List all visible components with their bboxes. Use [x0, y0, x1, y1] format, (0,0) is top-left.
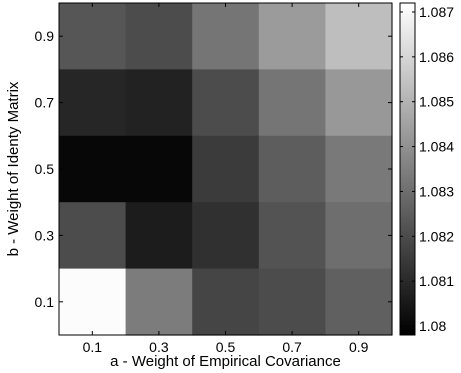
y-axis-label: b - Weight of Identy Matrix — [5, 81, 22, 256]
heatmap-cell — [325, 3, 393, 70]
heatmap-cell — [125, 135, 193, 203]
heatmap-cell — [125, 69, 193, 137]
heatmap-cell — [59, 3, 127, 70]
heatmap-cell — [192, 268, 260, 336]
heatmap-cell — [192, 3, 260, 70]
colorbar-tick-label: 1.084 — [419, 139, 454, 155]
heatmap-cell — [59, 69, 127, 137]
heatmap-cell — [192, 135, 260, 203]
colorbar-tick-label: 1.081 — [419, 273, 454, 289]
y-tick-label: 0.1 — [35, 294, 55, 310]
colorbar-tick-label: 1.087 — [419, 4, 454, 20]
heatmap-cell — [325, 69, 393, 137]
heatmap-cell — [258, 135, 326, 203]
heatmap-cell — [258, 268, 326, 336]
colorbar-tick-label: 1.083 — [419, 183, 454, 199]
heatmap-cell — [258, 69, 326, 137]
heatmap-cell — [192, 69, 260, 137]
heatmap-cell — [125, 268, 193, 336]
heatmap-cell — [125, 3, 193, 70]
heatmap-cell — [258, 202, 326, 270]
colorbar-tick-label: 1.082 — [419, 228, 454, 244]
y-tick-label: 0.3 — [35, 227, 55, 243]
x-ticks: 0.1 0.3 0.5 0.7 0.9 — [83, 3, 369, 355]
colorbar — [399, 2, 416, 336]
colorbar-tick-label: 1.085 — [419, 94, 454, 110]
colorbar-tick-label: 1.086 — [419, 49, 454, 65]
x-axis-label: a - Weight of Empirical Covariance — [110, 353, 341, 370]
x-tick-label: 0.1 — [83, 339, 103, 355]
heatmap-cell — [125, 202, 193, 270]
y-tick-label: 0.9 — [35, 28, 55, 44]
heatmap-cell — [59, 268, 127, 336]
heatmap-cell — [258, 3, 326, 70]
colorbar-tick-label: 1.08 — [419, 318, 446, 334]
y-ticks: 0.9 0.7 0.5 0.3 0.1 — [35, 28, 392, 310]
colorbar-ticks: 1.08 1.081 1.082 1.083 1.084 1.085 1.086 1.087 — [400, 4, 454, 334]
heatmap-cell — [192, 202, 260, 270]
x-tick-label: 0.7 — [282, 339, 302, 355]
y-tick-label: 0.7 — [35, 95, 55, 111]
heatmap-cells — [59, 3, 393, 336]
heatmap-cell — [325, 135, 393, 203]
x-tick-label: 0.5 — [216, 339, 236, 355]
heatmap-cell — [325, 202, 393, 270]
x-tick-label: 0.9 — [349, 339, 369, 355]
heatmap-cell — [325, 268, 393, 336]
heatmap-cell — [59, 202, 127, 270]
x-tick-label: 0.3 — [149, 339, 169, 355]
y-tick-label: 0.5 — [35, 161, 55, 177]
heatmap-cell — [59, 135, 127, 203]
